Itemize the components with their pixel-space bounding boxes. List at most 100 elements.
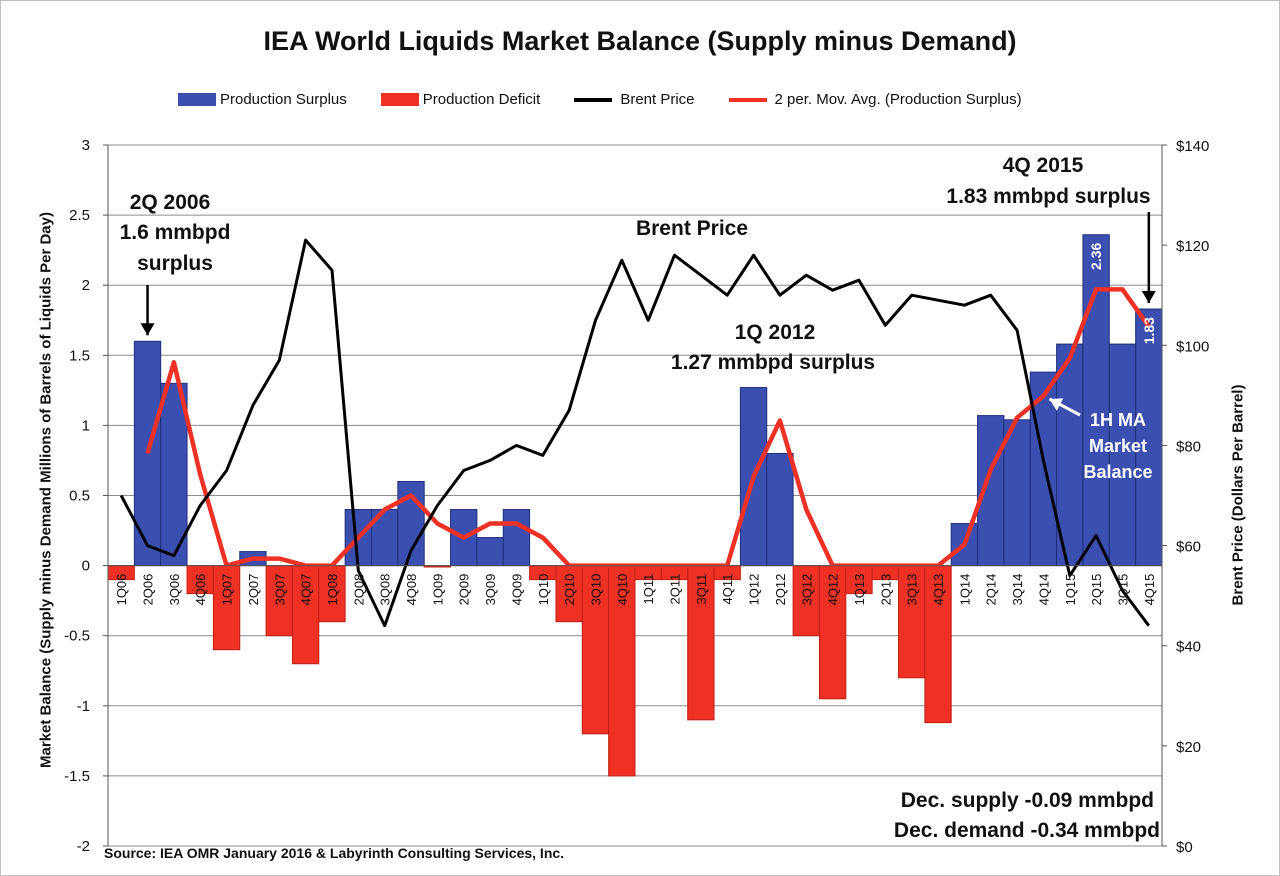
y-tick-label: -1.5 [64, 768, 90, 785]
x-tick-label: 2Q09 [457, 574, 472, 606]
annotation-2q2006-line2: 1.6 mmbpd [119, 221, 231, 244]
x-tick-label: 3Q08 [378, 574, 393, 606]
axes [103, 144, 1167, 847]
surplus-bar-2Q12 [766, 452, 794, 567]
source-note: Source: IEA OMR January 2016 & Labyrinth… [104, 845, 565, 861]
data-label-2Q15: 2.36 [1088, 243, 1104, 270]
annotation-ma-line3: Balance [1083, 462, 1153, 482]
legend-item-brent-price: Brent Price [574, 91, 695, 108]
annotation-4q2015-line2: 1.83 mmbpd surplus [946, 185, 1151, 208]
annotation-1q2012-line1: 1Q 2012 [734, 321, 816, 344]
x-tick-label: 2Q06 [141, 574, 156, 606]
y-tick-label: -0.5 [64, 628, 90, 645]
annotation-4q2015-line1: 4Q 2015 [1002, 154, 1084, 177]
legend-item-production-deficit: Production Deficit [380, 91, 541, 108]
brent-price-line [119, 238, 1151, 628]
x-tick-label: 1Q07 [220, 574, 235, 606]
x-tick-label: 1Q11 [641, 574, 656, 605]
x-tick-label: 3Q11 [694, 574, 709, 605]
y-tick-label: 2.5 [69, 207, 90, 224]
data-label-4Q15: 1.83 [1141, 317, 1157, 344]
x-tick-label: 1Q08 [325, 574, 340, 606]
deficit-bar-4Q13 [924, 565, 952, 724]
deficit-bar-4Q06 [186, 565, 214, 595]
surplus-bar-4Q15 [1135, 308, 1163, 567]
surplus-bar-1Q15 [1056, 343, 1084, 567]
surplus-bar-3Q06 [160, 382, 188, 567]
annotation-2q2006-line3: surplus [137, 252, 213, 275]
deficit-bar-4Q07 [291, 565, 320, 665]
x-tick-label: 2Q13 [878, 574, 893, 606]
legend-label-production-deficit: Production Deficit [422, 91, 541, 108]
x-tick-label: 1Q15 [1063, 574, 1078, 606]
x-tick-label: 4Q14 [1036, 574, 1051, 606]
deficit-bar-4Q12 [818, 565, 847, 700]
y-tick-label: -1 [77, 698, 90, 715]
tick-labels: 3 2.5 2 1.5 1 0.5 0 -0.5 -1 -1.5 -2 $140 $120 $100 $80… [64, 137, 1209, 856]
x-tick-label: 1Q09 [430, 574, 445, 606]
x-tick-label: 2Q07 [246, 574, 261, 606]
x-tick-label: 4Q09 [509, 574, 524, 606]
x-tick-label: 1Q06 [114, 574, 129, 606]
surplus-bar-2Q15 [1082, 234, 1110, 567]
surplus-bar-4Q09 [502, 509, 531, 567]
x-tick-label: 4Q11 [720, 574, 735, 605]
bars [107, 234, 1163, 777]
y-tick-label: 1.5 [69, 347, 90, 364]
x-tick-label: 2Q15 [1089, 574, 1104, 606]
x-tick-label: 1Q14 [957, 574, 972, 606]
annotation-ma-line2: Market [1088, 436, 1148, 456]
y2-tick-label: $120 [1176, 238, 1209, 255]
arrow-4q2015-head [1141, 291, 1156, 304]
legend-label-brent-price: Brent Price [620, 91, 695, 108]
y2-tick-label: $100 [1176, 338, 1209, 355]
deficit-bar-1Q08 [318, 565, 346, 623]
deficit-bar-3Q11 [687, 565, 715, 721]
y-tick-label: 0 [82, 558, 90, 575]
x-tick-label: 3Q06 [167, 574, 182, 606]
chart-title: IEA World Liquids Market Balance (Supply… [263, 26, 1017, 56]
surplus-bar-2Q06 [133, 340, 162, 567]
arrow-2q2006-head [140, 323, 155, 336]
surplus-bar-2Q09 [450, 509, 478, 567]
x-tick-label: 4Q06 [193, 574, 208, 606]
y-tick-label: 3 [82, 137, 90, 154]
surplus-bar-3Q14 [1003, 419, 1031, 567]
y2-tick-label: $0 [1176, 839, 1193, 856]
x-tick-label: 2Q10 [562, 574, 577, 606]
x-tick-label: 2Q12 [773, 574, 788, 606]
y-tick-label: 1 [82, 417, 90, 434]
x-tick-label: 3Q14 [1010, 574, 1025, 606]
x-tick-label: 3Q07 [272, 574, 287, 606]
x-tick-label: 1Q12 [747, 574, 762, 606]
x-tick-label: 4Q12 [826, 574, 841, 606]
y-tick-label: 0.5 [69, 488, 90, 505]
x-tick-label: 4Q13 [931, 574, 946, 606]
deficit-bar-2Q10 [555, 565, 583, 623]
x-tick-label: 3Q15 [1115, 574, 1130, 606]
deficit-bar-4Q10 [608, 565, 636, 777]
y-axis-label-right: Brent Price (Dollars Per Barrel) [1229, 384, 1247, 606]
x-tick-label: 4Q08 [404, 574, 419, 606]
x-tick-label: 3Q09 [483, 574, 498, 606]
x-tick-label: 3Q12 [799, 574, 814, 606]
x-tick-label: 4Q10 [615, 574, 630, 606]
x-tick-label: 4Q07 [299, 574, 314, 606]
legend-swatch-production-surplus [178, 93, 216, 106]
annotation-dec-supply: Dec. supply -0.09 mmbpd [900, 789, 1154, 812]
surplus-bar-3Q15 [1108, 343, 1137, 567]
legend-label-moving-average: 2 per. Mov. Avg. (Production Surplus) [774, 91, 1022, 108]
legend-label-production-surplus: Production Surplus [220, 91, 347, 108]
x-tick-label: 4Q15 [1142, 574, 1157, 606]
annotation-ma-line1: 1H MA [1089, 410, 1146, 430]
x-tick-label: 2Q08 [351, 574, 366, 606]
legend-item-moving-average: 2 per. Mov. Avg. (Production Surplus) [728, 91, 1022, 108]
annotation-2q2006-line1: 2Q 2006 [129, 191, 211, 214]
y2-tick-label: $40 [1176, 639, 1201, 656]
y-tick-label: 2 [82, 277, 90, 294]
deficit-bar-3Q10 [581, 565, 610, 735]
legend-item-production-surplus: Production Surplus [178, 91, 347, 108]
surplus-bar-3Q09 [476, 537, 504, 567]
y2-tick-label: $60 [1176, 539, 1201, 556]
